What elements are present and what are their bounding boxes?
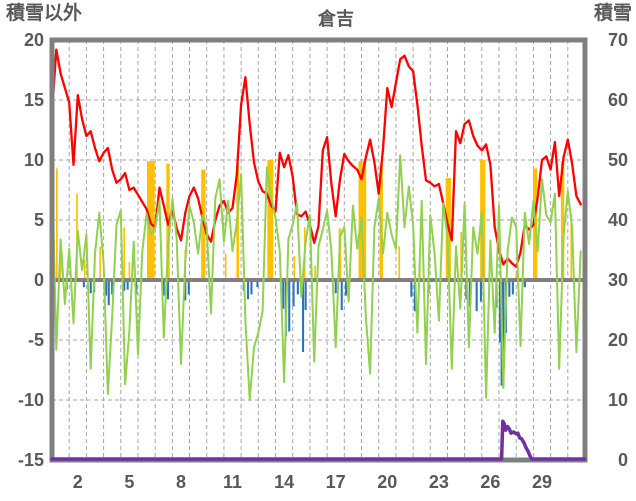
x-axis-tick-label: 5 xyxy=(124,472,134,492)
blue-bars xyxy=(184,280,187,301)
left-axis-tick-label: -10 xyxy=(18,390,44,410)
blue-bars xyxy=(111,280,114,295)
blue-bars xyxy=(511,280,514,295)
right-axis-tick-label: 20 xyxy=(608,330,628,350)
orange-bars xyxy=(293,256,296,280)
right-axis-tick-label: 10 xyxy=(608,390,628,410)
chart-title: 倉吉 xyxy=(318,9,354,29)
orange-bars xyxy=(56,168,58,280)
blue-bars xyxy=(345,280,348,296)
blue-bars xyxy=(126,280,129,290)
x-axis-tick-label: 14 xyxy=(274,472,294,492)
orange-bars xyxy=(99,246,101,280)
blue-bars xyxy=(304,280,307,310)
x-axis-tick-label: 23 xyxy=(429,472,449,492)
orange-bars xyxy=(267,160,274,280)
blue-bars xyxy=(523,280,526,288)
blue-bars xyxy=(475,280,478,312)
blue-bars xyxy=(247,280,250,300)
blue-bars xyxy=(410,280,413,297)
left-axis-tick-label: -5 xyxy=(28,330,44,350)
right-axis-tick-label: 40 xyxy=(608,210,628,230)
x-axis-tick-label: 17 xyxy=(326,472,346,492)
right-axis-tick-label: 60 xyxy=(608,90,628,110)
x-axis-tick-label: 29 xyxy=(532,472,552,492)
x-axis-tick-label: 11 xyxy=(223,472,242,492)
blue-bars xyxy=(508,280,511,297)
blue-bars xyxy=(498,280,501,343)
blue-bars xyxy=(256,280,259,288)
left-axis-tick-label: 20 xyxy=(24,30,44,50)
blue-bars xyxy=(187,280,190,295)
orange-bars xyxy=(398,246,401,280)
orange-bars xyxy=(570,214,573,280)
orange-bars xyxy=(128,262,131,280)
blue-bars xyxy=(123,280,126,291)
blue-bars xyxy=(82,280,85,288)
blue-bars xyxy=(89,280,92,294)
purple-snow-depth-line xyxy=(50,419,587,461)
blue-bars xyxy=(250,280,253,295)
left-axis-tick-label: -15 xyxy=(18,450,44,470)
right-axis-tick-label: 70 xyxy=(608,30,628,50)
orange-bars xyxy=(460,232,462,280)
x-axis-tick-label: 20 xyxy=(377,472,397,492)
x-axis-tick-label: 8 xyxy=(176,472,186,492)
orange-bars xyxy=(123,227,125,280)
left-axis-tick-label: 15 xyxy=(24,90,44,110)
blue-bars xyxy=(413,280,416,312)
orange-bars xyxy=(83,259,86,280)
left-axis-tick-label: 10 xyxy=(24,150,44,170)
green-line xyxy=(51,154,582,401)
left-axis-title: 積雪以外 xyxy=(6,3,83,24)
blue-bars xyxy=(288,280,291,332)
orange-bars xyxy=(515,274,517,280)
blue-bars xyxy=(162,280,165,296)
blue-bars xyxy=(479,280,482,302)
orange-bars xyxy=(59,256,62,280)
orange-bars xyxy=(560,161,565,280)
right-axis-tick-label: 30 xyxy=(608,270,628,290)
left-axis-tick-label: 5 xyxy=(34,210,44,230)
blue-bars xyxy=(167,280,170,300)
right-axis-tick-label: 50 xyxy=(608,150,628,170)
left-axis-tick-label: 0 xyxy=(34,270,44,290)
blue-bars xyxy=(296,280,299,295)
blue-bars xyxy=(334,280,337,294)
x-axis-tick-label: 26 xyxy=(480,472,500,492)
blue-bars xyxy=(282,280,285,309)
red-temperature-line xyxy=(50,48,582,268)
blue-bars xyxy=(302,280,305,352)
blue-bars xyxy=(292,280,295,307)
blue-bars xyxy=(340,280,343,310)
orange-bars xyxy=(224,253,227,280)
orange-bars xyxy=(314,265,316,280)
blue-bars xyxy=(105,280,108,296)
x-axis-tick-label: 2 xyxy=(73,472,83,492)
right-axis-title: 積雪 xyxy=(593,3,632,24)
blue-bars xyxy=(107,280,110,306)
right-axis-tick-label: 0 xyxy=(618,450,628,470)
